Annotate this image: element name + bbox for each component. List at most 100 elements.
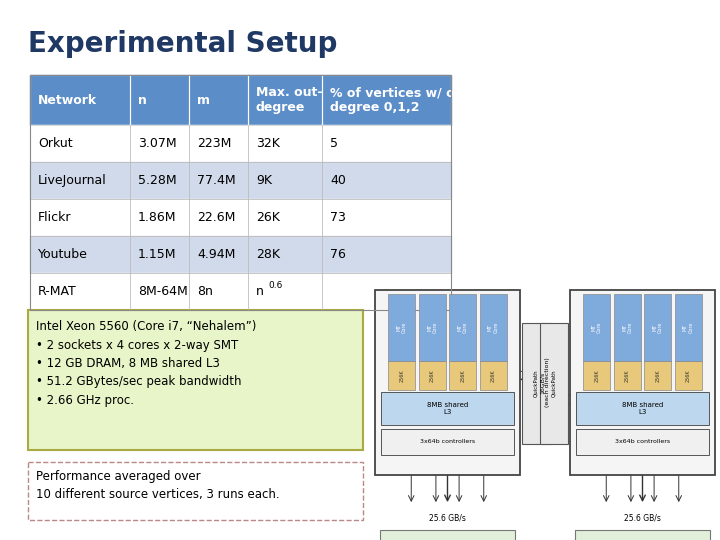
- Text: 26K: 26K: [256, 211, 280, 224]
- Bar: [30, 75, 130, 125]
- Bar: [189, 199, 248, 236]
- Text: 8MB shared
L3: 8MB shared L3: [622, 402, 663, 415]
- Bar: [189, 162, 248, 199]
- Bar: [130, 75, 189, 125]
- Text: 9K: 9K: [256, 174, 272, 187]
- Bar: [30, 199, 130, 236]
- Bar: [644, 361, 671, 390]
- Bar: [30, 75, 130, 125]
- Text: MT
Core: MT Core: [427, 322, 438, 333]
- Text: MT
Core: MT Core: [488, 322, 498, 333]
- Bar: [28, 310, 363, 450]
- Text: QuickPath: QuickPath: [534, 369, 539, 397]
- Text: 3x64b controllers: 3x64b controllers: [420, 439, 475, 444]
- Bar: [480, 361, 507, 390]
- Bar: [130, 273, 189, 310]
- Bar: [189, 273, 248, 310]
- Text: 40: 40: [330, 174, 346, 187]
- Bar: [189, 125, 248, 162]
- Bar: [381, 429, 514, 455]
- Bar: [248, 273, 322, 310]
- Text: Experimental Setup: Experimental Setup: [28, 30, 338, 58]
- Text: Orkut: Orkut: [38, 137, 73, 150]
- Bar: [130, 75, 189, 125]
- Bar: [189, 162, 248, 199]
- Bar: [248, 125, 322, 162]
- Bar: [248, 236, 322, 273]
- Bar: [570, 290, 715, 475]
- Bar: [576, 392, 709, 425]
- Bar: [540, 323, 568, 443]
- Bar: [248, 236, 322, 273]
- Bar: [189, 199, 248, 236]
- Bar: [30, 273, 130, 310]
- Bar: [189, 75, 248, 125]
- Text: 76: 76: [330, 248, 346, 261]
- Bar: [189, 125, 248, 162]
- Text: 3.07M: 3.07M: [138, 137, 176, 150]
- Bar: [189, 236, 248, 273]
- Text: 77.4M: 77.4M: [197, 174, 235, 187]
- Bar: [248, 125, 322, 162]
- Text: 28K: 28K: [256, 248, 280, 261]
- Text: 223M: 223M: [197, 137, 231, 150]
- Text: 8MB shared
L3: 8MB shared L3: [427, 402, 468, 415]
- Text: Network: Network: [38, 93, 97, 106]
- Text: 5: 5: [330, 137, 338, 150]
- Bar: [449, 361, 476, 390]
- Bar: [130, 162, 189, 199]
- Bar: [30, 125, 130, 162]
- Bar: [30, 199, 130, 236]
- Bar: [675, 361, 701, 390]
- Bar: [522, 323, 550, 443]
- Bar: [322, 199, 451, 236]
- Bar: [248, 199, 322, 236]
- Bar: [130, 125, 189, 162]
- Bar: [30, 162, 130, 199]
- Text: 1.86M: 1.86M: [138, 211, 176, 224]
- Bar: [30, 75, 451, 310]
- Bar: [381, 392, 514, 425]
- Bar: [30, 236, 130, 273]
- Text: 3x64b controllers: 3x64b controllers: [615, 439, 670, 444]
- Bar: [322, 125, 451, 162]
- Text: LiveJournal: LiveJournal: [38, 174, 107, 187]
- Bar: [30, 236, 130, 273]
- Text: 256K: 256K: [490, 369, 495, 382]
- Bar: [248, 75, 322, 125]
- Text: Flickr: Flickr: [38, 211, 71, 224]
- Text: Max. out-
degree: Max. out- degree: [256, 86, 323, 114]
- Bar: [583, 361, 611, 390]
- Bar: [130, 236, 189, 273]
- Bar: [322, 236, 451, 273]
- Bar: [322, 199, 451, 236]
- Bar: [614, 294, 641, 361]
- Bar: [322, 273, 451, 310]
- Text: 4.94M: 4.94M: [197, 248, 235, 261]
- Text: MT
Core: MT Core: [683, 322, 693, 333]
- Bar: [322, 75, 451, 125]
- Text: 73: 73: [330, 211, 346, 224]
- Bar: [380, 530, 515, 540]
- Text: 256K: 256K: [460, 369, 465, 382]
- Text: % of vertices w/ out-
degree 0,1,2: % of vertices w/ out- degree 0,1,2: [330, 86, 474, 114]
- Text: 8n: 8n: [197, 285, 213, 298]
- Bar: [575, 530, 710, 540]
- Text: Intel Xeon 5560 (Core i7, “Nehalem”)
• 2 sockets x 4 cores x 2-way SMT
• 12 GB D: Intel Xeon 5560 (Core i7, “Nehalem”) • 2…: [36, 320, 256, 407]
- Bar: [322, 236, 451, 273]
- Text: 32K: 32K: [256, 137, 280, 150]
- Text: n: n: [256, 285, 264, 298]
- Text: MT
Core: MT Core: [652, 322, 663, 333]
- Text: Youtube: Youtube: [38, 248, 88, 261]
- Bar: [130, 199, 189, 236]
- Bar: [189, 75, 248, 125]
- Bar: [675, 294, 701, 361]
- Bar: [419, 294, 446, 361]
- Bar: [375, 290, 520, 475]
- Text: 16GB/s
(each direction): 16GB/s (each direction): [539, 357, 550, 407]
- Text: 256K: 256K: [685, 369, 690, 382]
- Bar: [189, 236, 248, 273]
- Text: 25.6 GB/s: 25.6 GB/s: [429, 514, 466, 523]
- Text: m: m: [197, 93, 210, 106]
- Bar: [130, 236, 189, 273]
